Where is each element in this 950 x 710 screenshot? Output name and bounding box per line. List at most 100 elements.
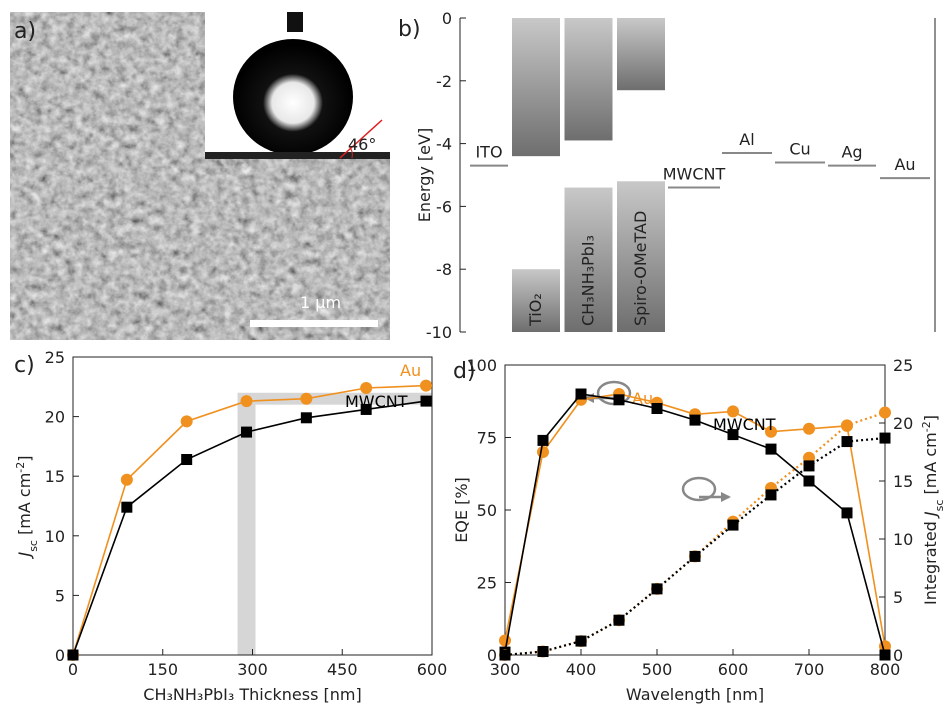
marker [841, 419, 853, 432]
y-tick-label: 100 [466, 356, 497, 375]
y-tick-label: 75 [477, 429, 497, 448]
series-label: Au [400, 361, 421, 380]
marker [300, 392, 313, 405]
droplet [233, 39, 353, 155]
series-line [504, 411, 886, 657]
contact-label: MWCNT [663, 165, 726, 184]
label-part: [mA cm [921, 432, 940, 499]
marker [879, 406, 891, 419]
y-tick-label: 10 [45, 527, 65, 546]
label-part: ] [921, 415, 940, 421]
marker [67, 649, 79, 661]
marker [360, 381, 373, 394]
y2-tick-label: 25 [893, 356, 913, 375]
x-tick-label: 300 [237, 660, 268, 679]
marker [300, 412, 312, 424]
material-label: Spiro-OMeTAD [631, 211, 650, 326]
marker [651, 583, 663, 595]
marker [803, 475, 815, 487]
y-tick-label: -4 [436, 135, 452, 154]
x-tick-label: 300 [490, 660, 521, 679]
panel-label: a) [14, 19, 36, 44]
y-tick-label: -6 [436, 197, 452, 216]
marker [727, 405, 739, 418]
highlight-band [237, 392, 256, 655]
material-label: CH₃NH₃PbI₃ [579, 235, 598, 326]
marker [765, 443, 777, 455]
substrate [205, 152, 390, 159]
y-axis-label: Energy [eV] [415, 128, 434, 222]
label-part: Integrated [921, 516, 940, 605]
series-label: MWCNT [713, 415, 776, 434]
y-tick-label: -10 [426, 323, 452, 342]
x-tick-label: 150 [147, 660, 178, 679]
label-part: [mA cm [15, 473, 34, 540]
marker [803, 422, 815, 435]
marker [181, 454, 193, 466]
x-tick-label: 700 [794, 660, 825, 679]
marker [499, 634, 511, 647]
annotation-arrowhead [721, 492, 731, 502]
y-tick-label: -8 [436, 260, 452, 279]
needle [287, 12, 303, 32]
panel-label: c) [14, 353, 35, 378]
marker [120, 473, 133, 486]
x-tick-label: 0 [68, 660, 78, 679]
scale-bar-label: 1 µm [300, 293, 341, 312]
valence-band [512, 269, 560, 332]
y-tick-label: 5 [55, 586, 65, 605]
conduction-band [564, 18, 613, 141]
marker [689, 414, 701, 426]
marker [240, 395, 253, 408]
x-axis-label: Wavelength [nm] [626, 685, 764, 704]
marker [879, 432, 891, 444]
marker [765, 425, 777, 438]
y-axis-label: Jsc [mA cm-2] [14, 455, 40, 559]
sem-image: 46° a) 1 µm [10, 12, 390, 340]
panel-label: d) [453, 359, 476, 384]
marker [803, 460, 815, 472]
marker [575, 388, 587, 400]
marker [420, 395, 432, 407]
marker [537, 646, 549, 658]
angle-line [339, 119, 383, 159]
y-tick-label: 20 [45, 408, 65, 427]
material-label: TiO₂ [526, 293, 545, 327]
x-tick-label: 600 [417, 660, 448, 679]
y-tick-label: 25 [477, 574, 497, 593]
marker [841, 436, 853, 448]
series-line [504, 393, 886, 656]
contact-label: Ag [841, 143, 862, 162]
contact-label: Cu [789, 139, 810, 158]
x-axis-label: CH₃NH₃PbI₃ Thickness [nm] [143, 685, 361, 704]
panel-label: b) [398, 17, 421, 42]
y-tick-label: 0 [55, 646, 65, 665]
marker [879, 649, 891, 661]
marker [651, 403, 663, 414]
marker [537, 434, 549, 446]
marker [420, 379, 433, 392]
y2-tick-label: 0 [893, 646, 903, 665]
marker [499, 649, 511, 661]
x-tick-label: 600 [718, 660, 749, 679]
series-line [504, 393, 886, 647]
valence-band [617, 181, 665, 332]
marker [727, 519, 739, 531]
y-tick-label: -2 [436, 72, 452, 91]
marker [241, 426, 253, 438]
label-part: J [15, 552, 34, 560]
marker [180, 415, 193, 428]
x-tick-label: 500 [642, 660, 673, 679]
marker [727, 429, 739, 441]
y-axis-label: EQE [%] [452, 477, 471, 543]
contact-label: Al [739, 130, 754, 149]
y-tick-label: 0 [442, 9, 452, 28]
y2-axis-label: Integrated Jsc [mA cm-2] [920, 415, 946, 605]
marker [575, 635, 587, 647]
scale-bar [250, 320, 378, 327]
label-part: sc [27, 540, 40, 552]
series-label: MWCNT [345, 392, 408, 411]
label-part: J [921, 511, 940, 519]
marker [613, 394, 625, 406]
